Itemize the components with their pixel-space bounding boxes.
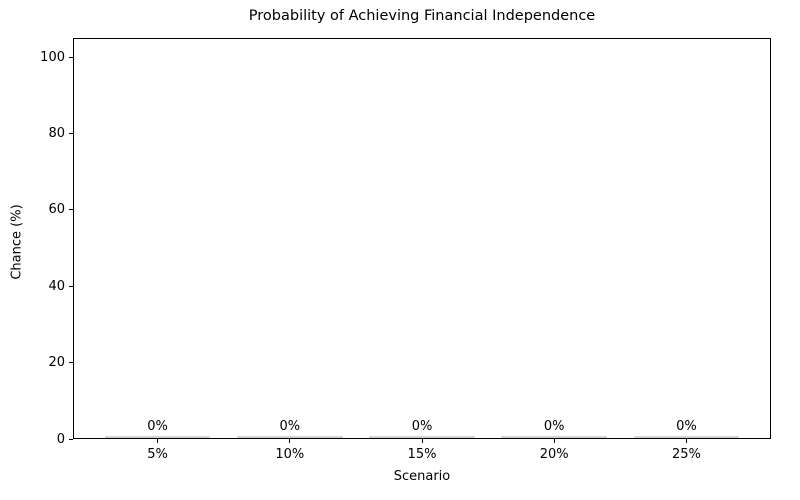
bar-value-label: 0% [543, 419, 565, 435]
bar-value-label: 0% [411, 419, 433, 435]
bar [501, 436, 608, 438]
bar [104, 436, 211, 438]
y-tick-mark [69, 362, 73, 364]
x-tick-label: 20% [539, 447, 569, 462]
plot-area [73, 38, 771, 439]
x-axis-title: Scenario [393, 469, 451, 484]
bar [369, 436, 475, 438]
y-axis-title-text: Chance (%) [9, 204, 25, 280]
chart-title: Probability of Achieving Financial Indep… [248, 8, 596, 24]
y-tick-mark [69, 209, 73, 211]
bar-value-label: 0% [676, 419, 697, 435]
bar-value-label: 0% [147, 419, 168, 435]
y-tick-mark [69, 56, 73, 58]
y-tick-label: 40 [48, 278, 65, 294]
y-tick-label: 80 [48, 125, 65, 141]
y-tick-label: 60 [48, 202, 65, 218]
x-tick-mark [157, 439, 159, 443]
bar-value-label: 0% [279, 419, 301, 435]
x-tick-label: 25% [671, 447, 701, 462]
x-tick-mark [553, 439, 555, 443]
y-tick-mark [69, 285, 73, 287]
y-tick-mark [69, 132, 73, 134]
x-tick-label: 10% [275, 447, 305, 462]
x-tick-label: 5% [147, 447, 168, 462]
x-tick-mark [289, 439, 291, 443]
x-tick-mark [421, 439, 423, 443]
bar [236, 436, 343, 438]
y-tick-label: 0 [56, 431, 65, 447]
x-tick-mark [685, 439, 687, 443]
y-tick-label: 20 [48, 355, 65, 371]
x-tick-label: 15% [407, 447, 437, 462]
y-tick-mark [69, 438, 73, 440]
y-tick-label: 100 [40, 49, 65, 65]
bar [633, 436, 740, 438]
